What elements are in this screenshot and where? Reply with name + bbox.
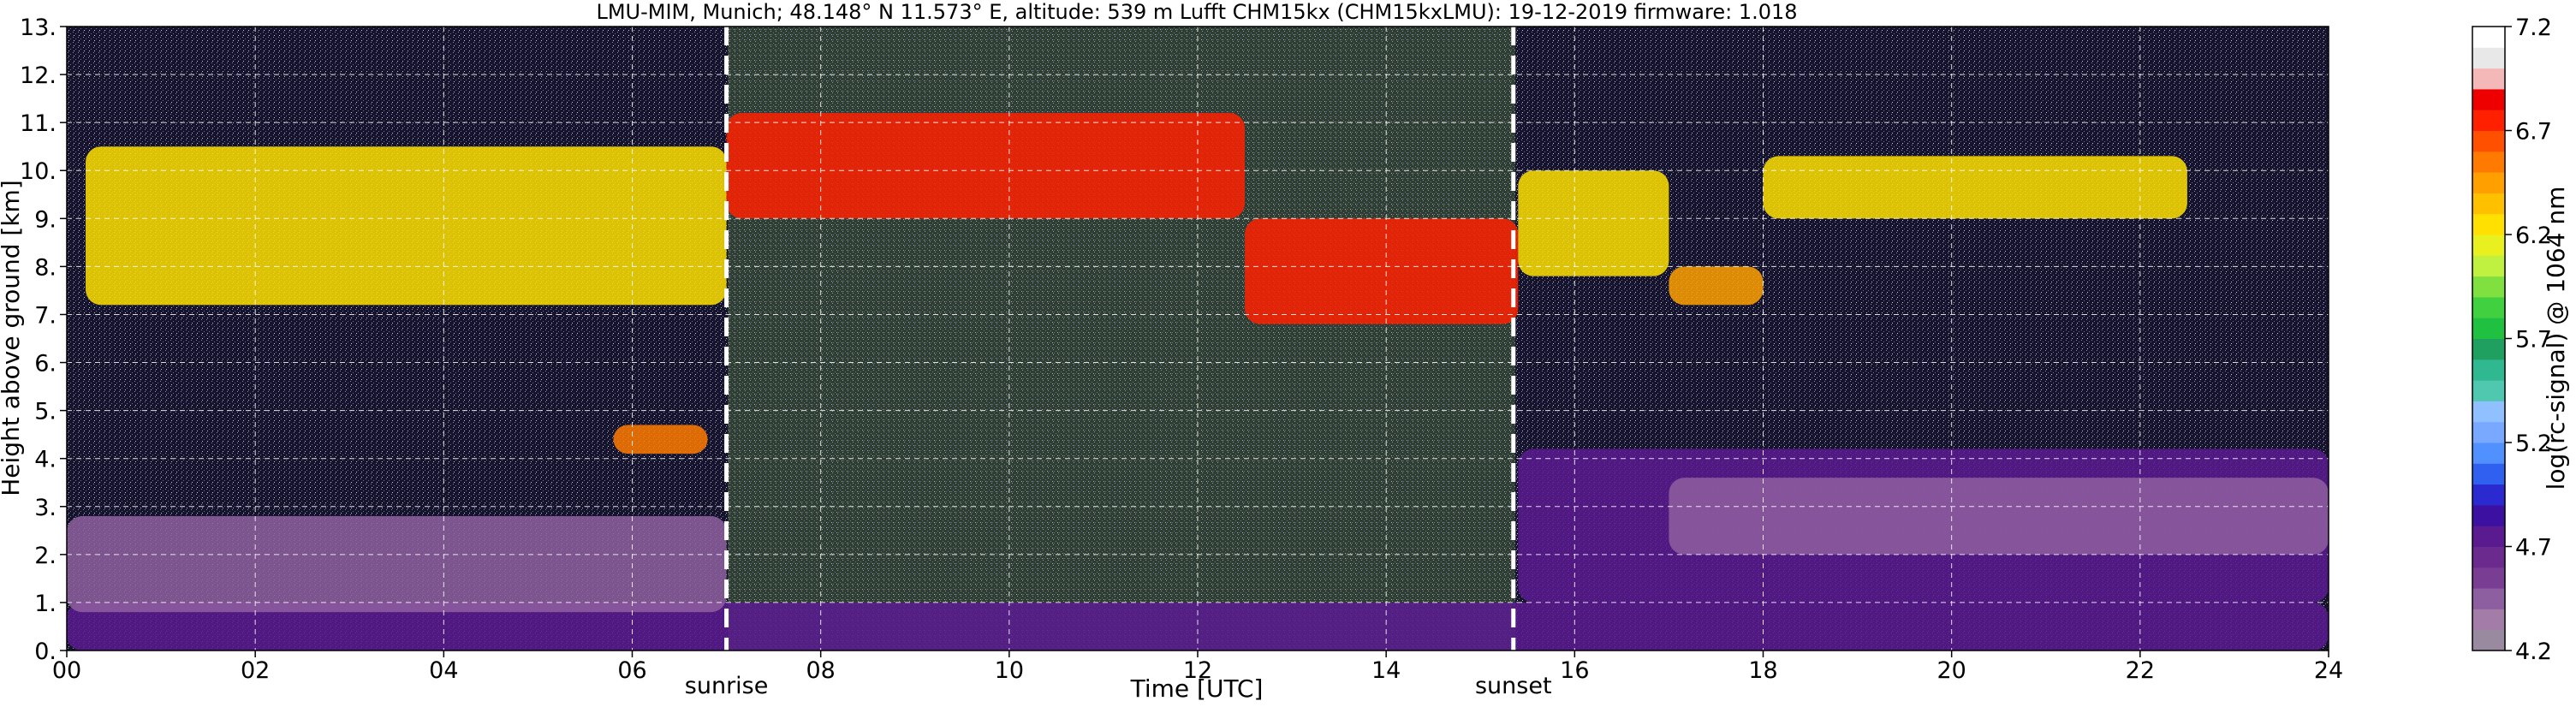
colorbar-swatch [2472, 255, 2505, 277]
x-tick-label: 00 [52, 657, 81, 684]
x-tick-label: 20 [1936, 657, 1966, 684]
colorbar-swatch [2472, 213, 2505, 235]
colorbar-swatch [2472, 463, 2505, 485]
y-tick-label: 2. [34, 543, 57, 569]
x-axis-label: Time [UTC] [1130, 674, 1264, 703]
y-tick-label: 11. [20, 110, 57, 137]
x-tick-label: 22 [2126, 657, 2155, 684]
feature-aerosol-haze-night--1 [67, 515, 727, 613]
colorbar-swatch [2472, 443, 2505, 464]
x-tick-label: 10 [995, 657, 1024, 684]
y-tick-label: 1. [34, 591, 57, 617]
feature-elevated-layer-3 [1669, 478, 2329, 555]
feature-cirrus-6 [726, 112, 1246, 219]
x-tick-label: 16 [1560, 657, 1589, 684]
feature-cirrus-8 [1518, 170, 1669, 276]
colorbar-swatch [2472, 546, 2505, 568]
x-tick-label: 06 [617, 657, 646, 684]
x-tick-label: 12 [1183, 657, 1212, 684]
y-tick-label: 4. [34, 447, 57, 473]
y-tick-label: 8. [34, 254, 57, 281]
colorbar-swatch [2472, 235, 2505, 256]
colorbar-swatch [2472, 151, 2505, 173]
colorbar-swatch [2472, 68, 2505, 90]
colorbar-swatch [2472, 588, 2505, 609]
colorbar-swatch [2472, 484, 2505, 506]
colorbar-tick-label: 5.7 [2515, 327, 2552, 354]
y-tick-label: 13. [20, 15, 57, 41]
y-tick-label: 3. [34, 495, 57, 521]
feature-cirrus-9 [1669, 266, 1764, 306]
plot-area: sunrise sunset [66, 26, 2329, 699]
x-tick-label: 08 [806, 657, 835, 684]
colorbar-swatch [2472, 504, 2505, 526]
sunrise-label: sunrise [685, 673, 769, 699]
x-tick-label: 02 [241, 657, 270, 684]
colorbar-tick-label: 7.2 [2515, 15, 2552, 41]
y-tick-label: 12. [20, 62, 57, 89]
y-tick-label: 10. [20, 158, 57, 185]
event-markers: sunrise sunset [685, 27, 1552, 699]
grid-lines [67, 27, 2329, 651]
colorbar-swatch [2472, 629, 2505, 651]
colorbar-swatches [2472, 27, 2505, 651]
y-tick-label: 5. [34, 399, 57, 425]
x-tick-label: 14 [1371, 657, 1401, 684]
colorbar-swatch [2472, 609, 2505, 631]
colorbar-label: log(rc-signal) @ 1064 nm [2542, 187, 2570, 490]
colorbar-swatch [2472, 276, 2505, 298]
x-axis-ticks: 00 02 04 06 08 10 12 14 16 18 20 22 24 [52, 651, 2343, 684]
colorbar-swatch [2472, 172, 2505, 193]
colorbar-swatch [2472, 359, 2505, 381]
colorbar-swatch [2472, 380, 2505, 401]
sunset-label: sunset [1475, 673, 1552, 699]
x-tick-label: 04 [429, 657, 458, 684]
colorbar-swatch [2472, 318, 2505, 339]
colorbar-swatch [2472, 47, 2505, 69]
colorbar-swatch [2472, 88, 2505, 110]
y-axis-label: Height above ground [km] [0, 180, 25, 496]
colorbar-tick-label: 5.2 [2515, 431, 2552, 457]
y-tick-label: 6. [34, 351, 57, 377]
colorbar-swatch [2472, 567, 2505, 589]
colorbar-tick-label: 6.2 [2515, 223, 2552, 249]
y-axis-ticks: 0. 1. 2. 3. 4. 5. 6. 7. 8. 9. 10. 11. 12. 13. [20, 15, 67, 665]
x-tick-label: 18 [1748, 657, 1777, 684]
feature-small-cloud-5 [613, 425, 708, 454]
colorbar-swatch [2472, 27, 2505, 48]
feature-cirrus-4 [86, 146, 727, 306]
colorbar-swatch [2472, 193, 2505, 215]
colorbar: 4.2 4.7 5.2 5.7 6.2 6.7 7.2 log(rc-signal) @ 1… [2472, 15, 2570, 665]
colorbar-swatch [2472, 421, 2505, 443]
chart-title: LMU-MIM, Munich; 48.148° N 11.573° E, al… [596, 0, 1797, 24]
y-tick-label: 7. [34, 302, 57, 329]
colorbar-swatch [2472, 296, 2505, 318]
colorbar-swatch [2472, 338, 2505, 360]
feature-cirrus-10 [1763, 156, 2187, 219]
colorbar-swatch [2472, 401, 2505, 423]
colorbar-tick-label: 4.2 [2515, 639, 2552, 665]
colorbar-swatch [2472, 130, 2505, 152]
colorbar-tick-label: 6.7 [2515, 119, 2552, 146]
colorbar-swatch [2472, 526, 2505, 547]
feature-layer [67, 112, 2329, 651]
y-tick-label: 0. [34, 639, 57, 665]
x-tick-label: 24 [2314, 657, 2343, 684]
colorbar-swatch [2472, 110, 2505, 131]
y-tick-label: 9. [34, 206, 57, 233]
feature-cirrus-7 [1245, 218, 1519, 324]
colorbar-tick-label: 4.7 [2515, 535, 2552, 561]
colorbar-ticks: 4.2 4.7 5.2 5.7 6.2 6.7 7.2 [2505, 15, 2552, 665]
